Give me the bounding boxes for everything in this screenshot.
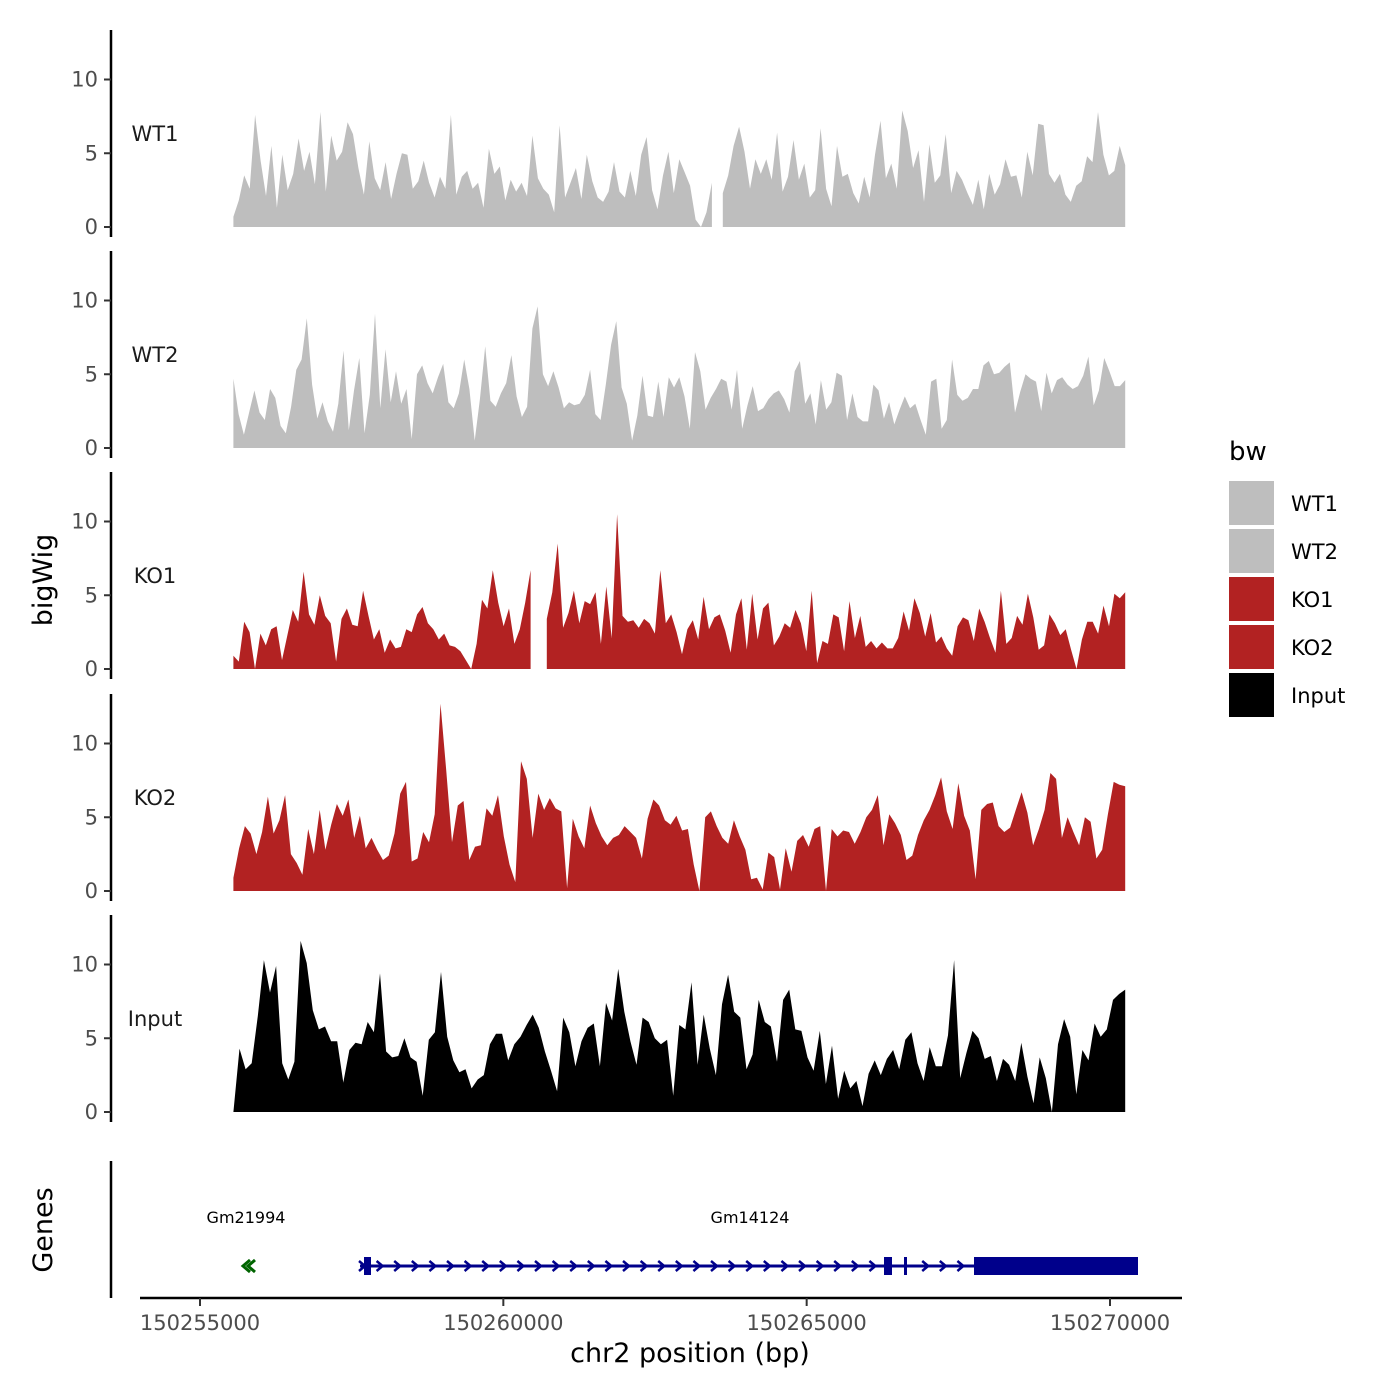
- legend-label-ko2: KO2: [1291, 636, 1334, 660]
- gene-strand-arrow: [551, 1260, 561, 1272]
- track-panel-ko2: 0 5 10 KO2: [71, 694, 1126, 903]
- track-label-input: Input: [128, 1007, 182, 1031]
- gene-strand-arrow: [534, 1260, 543, 1272]
- y-tick-label: 5: [85, 141, 98, 165]
- y-tick-label: 5: [85, 805, 98, 829]
- legend-swatch-ko2: [1229, 625, 1274, 669]
- gene-strand-arrow: [798, 1260, 807, 1272]
- gene-strand-arrow: [745, 1260, 755, 1272]
- y-tick-label: 0: [85, 436, 98, 460]
- gene-strand-arrow: [393, 1260, 403, 1272]
- gene-strand-arrow: [780, 1260, 790, 1272]
- coverage-panels: 0 5 10 WT1 0 5 10 WT2 0 5 10 KO1 0 5 10 KO2 0 5 10 Input: [71, 30, 1126, 1124]
- gene-label-gm21994: Gm21994: [207, 1208, 286, 1227]
- legend-swatch-wt2: [1229, 529, 1274, 573]
- gene-strand-arrow: [727, 1260, 737, 1272]
- gene-strand-arrow: [463, 1260, 473, 1272]
- gene-exon: [904, 1257, 907, 1275]
- gene-strand-arrow: [692, 1260, 702, 1272]
- gene-strand-arrow: [586, 1260, 596, 1272]
- coverage-area-wt2: [233, 306, 1126, 448]
- track-panel-wt1: 0 5 10 WT1: [71, 30, 1126, 239]
- gene-strand-arrow: [762, 1260, 772, 1272]
- gene-strand-arrow: [657, 1260, 667, 1272]
- track-panel-ko1: 0 5 10 KO1: [71, 472, 1126, 681]
- gene-strand-arrow: [498, 1260, 508, 1272]
- gene-strand-arrow: [938, 1260, 948, 1272]
- genes-axis-title: Genes: [28, 1187, 59, 1272]
- legend-swatch-input: [1229, 673, 1274, 717]
- y-tick-label: 10: [71, 68, 98, 92]
- coverage-area-wt1: [722, 110, 1126, 227]
- gene-label-gm14124: Gm14124: [711, 1208, 790, 1227]
- gene-strand-arrow: [850, 1260, 860, 1272]
- genes-panel: Genes Gm21994 Gm14124: [28, 1161, 1138, 1298]
- gene-strand-arrow: [956, 1260, 966, 1272]
- y-tick-label: 10: [71, 953, 98, 977]
- y-axis-title: bigWig: [28, 534, 59, 627]
- gene-strand-arrow: [833, 1260, 843, 1272]
- y-tick-label: 5: [85, 362, 98, 386]
- track-label-wt1: WT1: [132, 122, 179, 146]
- track-label-ko2: KO2: [134, 786, 177, 810]
- track-panel-wt2: 0 5 10 WT2: [71, 251, 1126, 460]
- legend: bw WT1 WT2 KO1 KO2 Input: [1229, 437, 1345, 717]
- y-tick-label: 0: [85, 215, 98, 239]
- gene-strand-arrow: [569, 1260, 579, 1272]
- track-label-ko1: KO1: [134, 564, 177, 588]
- gene-strand-arrow: [815, 1260, 825, 1272]
- legend-title: bw: [1229, 437, 1267, 467]
- gene-strand-arrow: [358, 1260, 367, 1272]
- legend-swatch-wt1: [1229, 481, 1274, 525]
- gene-exon: [364, 1257, 371, 1275]
- legend-label-input: Input: [1291, 684, 1345, 708]
- y-tick-label: 10: [71, 510, 98, 534]
- gene-strand-arrow: [410, 1260, 420, 1272]
- y-tick-label: 10: [71, 289, 98, 313]
- x-axis-title: chr2 position (bp): [570, 1338, 810, 1369]
- coverage-area-ko1: [546, 514, 1126, 669]
- legend-label-wt2: WT2: [1291, 540, 1338, 564]
- gene-strand-arrow: [921, 1260, 931, 1272]
- y-tick-label: 5: [85, 583, 98, 607]
- x-tick-label: 150270000: [1050, 1311, 1170, 1335]
- gene-strand-arrow: [516, 1260, 526, 1272]
- gene-strand-arrow: [674, 1260, 684, 1272]
- gene-strand-arrow: [428, 1260, 438, 1272]
- gene-exon-terminal: [974, 1257, 1138, 1275]
- gene-strand-arrow: [622, 1260, 631, 1272]
- legend-label-ko1: KO1: [1291, 588, 1334, 612]
- gene-strand-arrow: [868, 1260, 878, 1272]
- gene-strand-arrow: [710, 1260, 719, 1272]
- track-label-wt2: WT2: [132, 343, 179, 367]
- gene-strand-arrow: [604, 1260, 614, 1272]
- gene-strand-arrow: [375, 1260, 385, 1272]
- x-axis: chr2 position (bp) 150255000 150260000 150…: [140, 1296, 1182, 1369]
- track-panel-input: 0 5 10 Input: [71, 915, 1126, 1124]
- y-tick-label: 0: [85, 1100, 98, 1124]
- gene-models: Gm21994 Gm14124: [207, 1208, 1138, 1275]
- y-tick-label: 5: [85, 1026, 98, 1050]
- legend-label-wt1: WT1: [1291, 492, 1338, 516]
- y-tick-label: 0: [85, 879, 98, 903]
- gene-exon: [884, 1257, 892, 1275]
- gene-strand-arrow: [639, 1260, 649, 1272]
- x-tick-label: 150260000: [443, 1311, 563, 1335]
- gene-strand-arrow: [446, 1260, 455, 1272]
- x-tick-label: 150255000: [140, 1311, 260, 1335]
- x-tick-label: 150265000: [747, 1311, 867, 1335]
- y-tick-label: 10: [71, 732, 98, 756]
- legend-swatch-ko1: [1229, 577, 1274, 621]
- coverage-area-input: [233, 940, 1126, 1112]
- coverage-area-wt1: [233, 112, 712, 227]
- gene-arrow-gm21994: [240, 1258, 256, 1274]
- coverage-area-ko1: [233, 570, 531, 669]
- gene-strand-arrow: [481, 1260, 491, 1272]
- y-tick-label: 0: [85, 657, 98, 681]
- coverage-area-ko2: [233, 703, 1126, 891]
